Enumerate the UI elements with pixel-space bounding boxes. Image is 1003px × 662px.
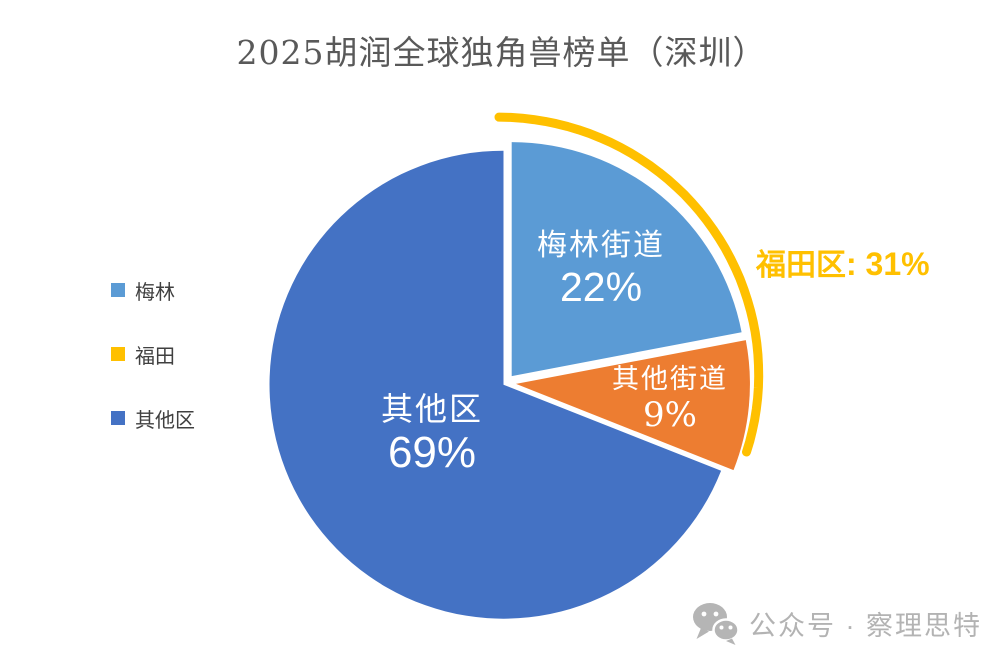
watermark-text: 公众号 · 察理思特 (749, 611, 982, 641)
chart-title: 2025胡润全球独角兽榜单（深圳） (236, 33, 767, 72)
legend-swatch-meilin (111, 283, 125, 297)
watermark: 公众号 · 察理思特 (692, 602, 982, 645)
futian-total-annotation: 福田区: 31% (756, 240, 930, 284)
legend-item-futian: 福田 (111, 340, 195, 368)
wechat-icon (693, 603, 739, 645)
pie-slice-qita-qu (269, 150, 722, 619)
chart-legend: 梅林 福田 其他区 (111, 276, 195, 468)
legend-swatch-futian (111, 347, 125, 361)
legend-item-meilin: 梅林 (111, 276, 195, 304)
legend-swatch-qitaqu (111, 411, 125, 425)
legend-label: 梅林 (135, 279, 175, 304)
annotation-value: : 31% (846, 246, 930, 282)
pie-slice-qita-jiedao (516, 340, 750, 471)
futian-highlight-arc (494, 112, 764, 457)
legend-item-qitaqu: 其他区 (111, 404, 195, 432)
legend-label: 福田 (135, 343, 175, 368)
legend-label: 其他区 (135, 407, 195, 432)
pie-slice-meilin-jiedao (511, 142, 742, 377)
annotation-name: 福田区 (756, 248, 846, 283)
